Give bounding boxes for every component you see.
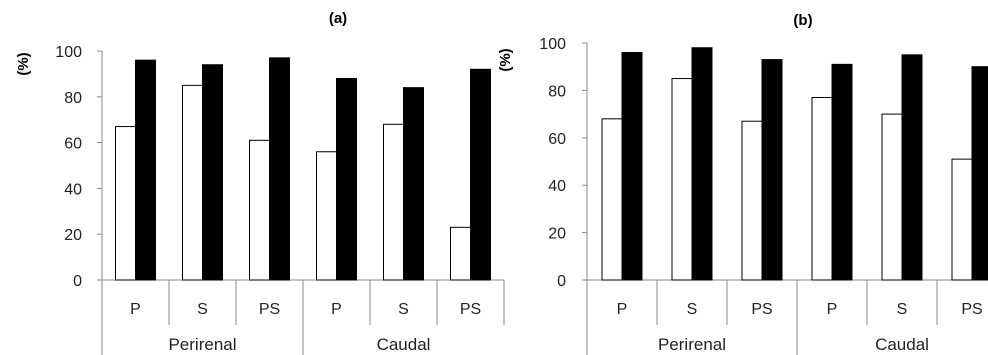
panel-title: (b) <box>793 12 812 29</box>
bar <box>383 123 404 281</box>
bar <box>316 151 337 281</box>
y-tick-label: 60 <box>548 131 566 148</box>
group-label: Perirenal <box>168 335 236 354</box>
y-tick-label: 60 <box>64 136 82 153</box>
bar <box>470 68 491 281</box>
x-tick-label: P <box>617 301 628 318</box>
group-label: Caudal <box>875 335 929 354</box>
x-tick-label: S <box>687 301 698 318</box>
bar <box>115 126 136 281</box>
y-tick-label: 40 <box>64 181 82 198</box>
x-tick-label: P <box>130 301 141 318</box>
bar <box>951 158 973 281</box>
bar <box>601 118 623 281</box>
y-tick-label: 80 <box>64 90 82 107</box>
y-tick-label: 80 <box>548 83 566 100</box>
bar <box>336 77 357 281</box>
x-tick-label: P <box>827 301 838 318</box>
bar <box>741 120 763 281</box>
y-tick-label: 100 <box>539 36 566 53</box>
x-tick-label: PS <box>460 301 481 318</box>
bar <box>971 66 988 281</box>
bar <box>182 84 203 281</box>
y-tick-label: 40 <box>548 178 566 195</box>
y-tick-label: 0 <box>73 273 82 290</box>
bar <box>621 51 643 281</box>
group-label: Caudal <box>377 335 431 354</box>
x-tick-label: P <box>331 301 342 318</box>
y-tick-label: 0 <box>557 273 566 290</box>
x-tick-label: S <box>398 301 409 318</box>
x-tick-label: PS <box>259 301 280 318</box>
bar <box>881 113 903 281</box>
y-axis-label: (%) <box>15 52 32 75</box>
bar <box>269 57 290 281</box>
bar <box>901 54 923 281</box>
bar <box>450 226 471 281</box>
panel-title: (a) <box>329 10 347 27</box>
bar <box>691 47 713 281</box>
bar <box>249 139 270 281</box>
x-tick-label: PS <box>961 301 982 318</box>
y-axis-label: (%) <box>497 48 514 71</box>
x-tick-label: PS <box>751 301 772 318</box>
bar <box>831 63 853 281</box>
bar <box>135 59 156 281</box>
x-tick-label: S <box>897 301 908 318</box>
bar <box>761 59 783 281</box>
group-label: Perirenal <box>658 335 726 354</box>
y-tick-label: 100 <box>55 44 82 61</box>
bar <box>403 87 424 281</box>
bar <box>811 97 833 281</box>
bar <box>671 78 693 281</box>
y-tick-label: 20 <box>64 227 82 244</box>
bar <box>202 64 223 281</box>
y-tick-label: 20 <box>548 226 566 243</box>
x-tick-label: S <box>197 301 208 318</box>
